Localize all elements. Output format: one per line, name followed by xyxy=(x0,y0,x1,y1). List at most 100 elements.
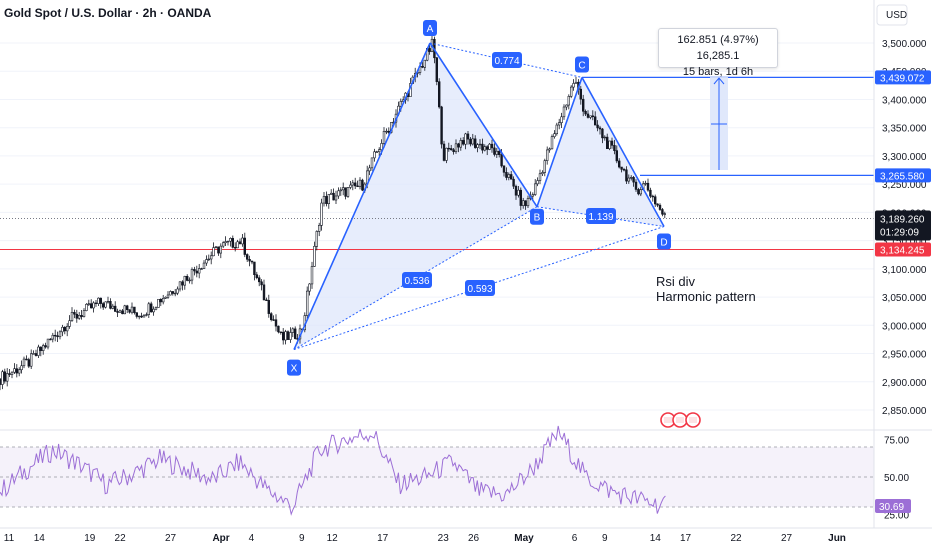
candle-body xyxy=(656,203,659,206)
measure-arrow[interactable] xyxy=(710,77,728,170)
candle-body xyxy=(8,373,11,375)
candle-body xyxy=(471,138,474,145)
candle-body xyxy=(126,305,129,310)
candle-body xyxy=(87,303,91,305)
candle-body xyxy=(322,196,326,204)
candle-body xyxy=(543,160,547,173)
candle-body xyxy=(622,169,626,171)
time-tick-label: 22 xyxy=(115,533,127,544)
last-price-tag-bg xyxy=(875,210,931,241)
bcd-triangle xyxy=(537,77,664,227)
candle-body xyxy=(469,138,472,145)
price-tick-label: 3,050.000 xyxy=(882,293,927,304)
candle-body xyxy=(147,303,150,315)
candle-body xyxy=(27,359,30,367)
ratio-xd-label-text: 0.593 xyxy=(467,284,492,295)
price-tick-label: 3,350.000 xyxy=(882,124,927,135)
candle-body xyxy=(135,312,138,317)
candle-body xyxy=(61,326,64,333)
candle-body xyxy=(589,115,592,118)
candle-body xyxy=(75,313,79,319)
candle-body xyxy=(473,138,477,148)
ratio-xb-label[interactable]: 0.536 xyxy=(402,272,432,288)
candle-body xyxy=(586,113,590,118)
candle-body xyxy=(505,171,508,178)
red-level-tag-bg xyxy=(875,242,931,257)
candle-body xyxy=(442,143,446,161)
news-icons[interactable] xyxy=(660,412,701,428)
candle-body xyxy=(536,180,539,185)
point-b-label[interactable]: B xyxy=(530,208,544,225)
ratio-bd-label[interactable]: 1.139 xyxy=(586,208,616,224)
ratio-ac-label-bg xyxy=(492,52,522,68)
candle-body xyxy=(437,81,441,108)
candle-body xyxy=(15,368,18,374)
candle-body xyxy=(483,146,486,151)
note-rsi-div: Rsi div xyxy=(656,274,696,289)
point-c-label[interactable]: C xyxy=(575,56,589,73)
candle-body xyxy=(341,187,345,191)
candle-body xyxy=(281,331,285,341)
candle-body xyxy=(601,128,604,139)
candle-body xyxy=(92,302,95,309)
candle-body xyxy=(632,177,635,183)
pattern-lines[interactable] xyxy=(293,42,665,351)
candle-body xyxy=(591,115,595,118)
candle-body xyxy=(555,124,559,135)
candle-body xyxy=(37,346,40,356)
pattern-fill xyxy=(294,43,664,350)
candle-body xyxy=(291,328,294,333)
candle-body xyxy=(272,319,275,321)
rsi-band xyxy=(0,447,874,507)
rsi-line xyxy=(0,425,666,516)
candle-body xyxy=(157,298,160,308)
currency-box xyxy=(876,4,908,26)
candle-body xyxy=(502,165,506,173)
point-b-label-text: B xyxy=(534,213,541,224)
candle-body xyxy=(653,196,657,205)
leg-XA xyxy=(293,42,431,350)
candle-body xyxy=(644,182,647,185)
candle-body xyxy=(202,262,206,270)
candle-body xyxy=(49,338,52,341)
candle-body xyxy=(70,311,74,321)
point-c-label-bg xyxy=(575,56,589,73)
price-tick-label: 3,400.000 xyxy=(882,95,927,106)
candle-body xyxy=(284,331,287,341)
pattern-labels[interactable]: X A B C D 0.536 0.774 1.139 0.593 xyxy=(287,20,671,376)
point-d-label[interactable]: D xyxy=(657,233,671,250)
point-x-label[interactable]: X xyxy=(287,359,301,376)
candle-body xyxy=(440,106,443,145)
candle-body xyxy=(248,259,251,262)
candle-body xyxy=(73,311,76,315)
candle-body xyxy=(541,172,544,175)
point-a-label[interactable]: A xyxy=(423,20,437,36)
candle-body xyxy=(663,213,667,215)
point-a-label-bg xyxy=(423,20,437,36)
candle-body xyxy=(346,187,350,197)
candle-body xyxy=(596,124,599,129)
candle-body xyxy=(490,143,494,149)
candle-body xyxy=(133,306,136,313)
time-tick-label: 12 xyxy=(327,533,339,544)
price-tick-label: 3,000.000 xyxy=(882,321,927,332)
rsi-last-tag: 30.69 xyxy=(879,502,904,513)
candle-body xyxy=(198,268,201,274)
candle-body xyxy=(565,104,568,108)
candle-body xyxy=(97,297,100,304)
candle-body xyxy=(382,131,386,144)
ratio-xd-label[interactable]: 0.593 xyxy=(465,280,495,296)
candle-body xyxy=(265,299,268,301)
candle-body xyxy=(207,258,210,261)
candle-body xyxy=(509,174,513,180)
candle-body xyxy=(349,184,352,188)
ratio-ac-label[interactable]: 0.774 xyxy=(492,52,522,68)
us-flag-icon-fill xyxy=(689,417,697,423)
candle-body xyxy=(68,320,71,327)
candle-body xyxy=(152,308,155,313)
candle-body xyxy=(569,86,573,97)
measure-line-1: 162.851 (4.97%) 16,285.1 xyxy=(677,34,759,62)
candle-body xyxy=(572,83,575,88)
